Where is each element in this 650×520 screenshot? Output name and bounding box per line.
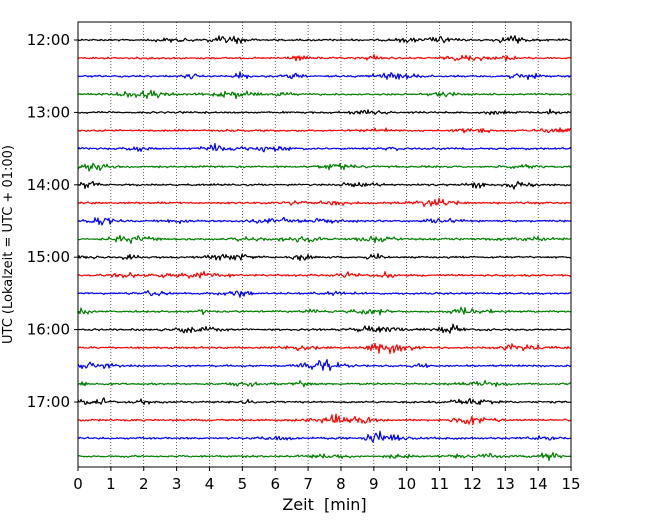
trace-line bbox=[77, 89, 572, 100]
trace-line bbox=[77, 290, 572, 298]
y-tick-label: 16:00 bbox=[27, 321, 70, 339]
trace-line bbox=[77, 358, 572, 372]
trace-line bbox=[77, 253, 572, 262]
plot-frame bbox=[77, 21, 572, 468]
x-tick-label: 12 bbox=[463, 475, 482, 493]
trace-line bbox=[77, 127, 572, 134]
trace-line bbox=[77, 197, 572, 208]
y-tick-label: 15:00 bbox=[27, 248, 70, 266]
x-tick-label: 8 bbox=[336, 475, 346, 493]
trace-line bbox=[77, 54, 572, 62]
y-tick-label: 13:00 bbox=[27, 103, 70, 121]
y-tick-label: 12:00 bbox=[27, 31, 70, 49]
x-tick-label: 15 bbox=[562, 475, 581, 493]
trace-line bbox=[77, 108, 572, 116]
x-tick-label: 0 bbox=[73, 475, 83, 493]
trace-line bbox=[77, 397, 572, 406]
y-axis: 12:00 13:00 14:00 15:00 16:00 17:00 bbox=[27, 31, 78, 411]
trace-line bbox=[77, 306, 572, 316]
x-tick-label: 2 bbox=[139, 475, 149, 493]
trace-line bbox=[77, 216, 572, 226]
x-axis: 0 1 2 3 4 5 6 7 8 9 10 11 12 13 14 15 bbox=[73, 467, 581, 493]
trace-line bbox=[77, 430, 572, 443]
x-tick-label: 13 bbox=[496, 475, 515, 493]
trace-line bbox=[77, 451, 572, 462]
y-tick-label: 14:00 bbox=[27, 176, 70, 194]
trace-line bbox=[77, 234, 572, 245]
seismic-traces bbox=[77, 35, 572, 462]
y-axis-title: UTC (Lokalzeit = UTC + 01:00) bbox=[1, 145, 16, 344]
trace-line bbox=[77, 35, 572, 45]
trace-line bbox=[77, 413, 572, 425]
x-tick-label: 4 bbox=[205, 475, 215, 493]
y-tick-label: 17:00 bbox=[27, 393, 70, 411]
trace-line bbox=[77, 142, 572, 153]
x-axis-title: Zeit [min] bbox=[282, 495, 366, 514]
trace-line bbox=[77, 71, 572, 81]
trace-line bbox=[77, 342, 572, 355]
x-tick-label: 9 bbox=[369, 475, 379, 493]
trace-line bbox=[77, 270, 572, 279]
grid-lines bbox=[110, 22, 539, 467]
x-tick-label: 10 bbox=[397, 475, 416, 493]
x-tick-label: 3 bbox=[172, 475, 182, 493]
trace-line bbox=[77, 162, 572, 172]
trace-line bbox=[77, 323, 572, 334]
x-tick-label: 1 bbox=[106, 475, 116, 493]
x-tick-label: 11 bbox=[430, 475, 449, 493]
x-tick-label: 5 bbox=[238, 475, 248, 493]
x-tick-label: 7 bbox=[303, 475, 313, 493]
x-tick-label: 14 bbox=[529, 475, 548, 493]
x-tick-label: 6 bbox=[270, 475, 280, 493]
trace-line bbox=[77, 180, 572, 190]
trace-line bbox=[77, 379, 572, 388]
